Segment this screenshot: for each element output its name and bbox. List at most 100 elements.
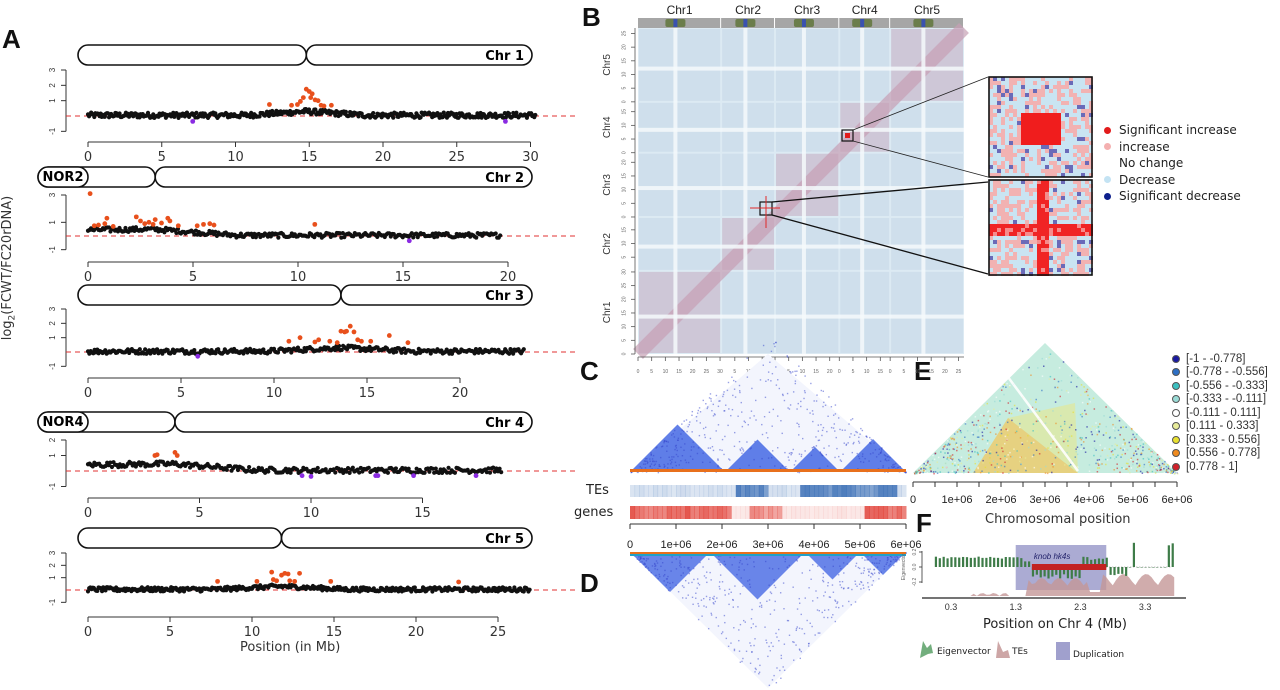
- data-point: [433, 231, 438, 236]
- inset-cell: [1077, 228, 1081, 232]
- correlation-pixel: [1019, 437, 1022, 439]
- inset-cell: [1073, 97, 1077, 101]
- inset-cell: [1069, 169, 1073, 173]
- correlation-pixel: [1133, 436, 1136, 438]
- inset-cell: [1017, 228, 1021, 232]
- heatmap-block: [722, 29, 775, 101]
- contact-pixel: [683, 430, 685, 433]
- inset-cell: [1077, 101, 1081, 105]
- inset-cell: [997, 224, 1001, 228]
- inset-cell: [1041, 137, 1045, 141]
- contact-pixel: [655, 574, 657, 577]
- te-density-bin: [758, 485, 764, 497]
- contact-pixel: [637, 471, 639, 474]
- legend-label: [-0.778 - -0.556]: [1186, 366, 1268, 379]
- data-point: [95, 588, 100, 593]
- contact-pixel: [643, 558, 645, 560]
- contact-pixel: [837, 417, 840, 419]
- correlation-pixel: [1101, 463, 1103, 465]
- inset-cell: [1053, 121, 1057, 125]
- correlation-pixel: [971, 443, 973, 446]
- contact-pixel: [722, 393, 725, 396]
- correlation-pixel: [1083, 386, 1085, 388]
- inset-cell: [1089, 192, 1093, 196]
- contact-pixel: [816, 609, 819, 611]
- inset-cell: [1089, 161, 1093, 165]
- contact-pixel: [719, 564, 722, 566]
- contact-pixel: [768, 584, 770, 586]
- contact-pixel: [771, 372, 774, 375]
- contact-pixel: [884, 459, 886, 461]
- data-point: [303, 349, 308, 354]
- eigenvector-bar: [977, 556, 980, 567]
- legend-item: Significant decrease: [1104, 188, 1241, 205]
- contact-pixel: [773, 343, 775, 345]
- correlation-pixel: [1007, 428, 1010, 430]
- contact-pixel: [769, 650, 771, 652]
- correlation-pixel: [1171, 470, 1173, 473]
- correlation-pixel: [1174, 472, 1176, 475]
- data-point: [149, 585, 154, 591]
- contact-pixel: [740, 401, 742, 404]
- inset-cell: [1025, 228, 1029, 232]
- correlation-pixel: [967, 450, 970, 452]
- correlation-pixel: [1103, 415, 1105, 417]
- chromosome-name: Chr 4: [485, 416, 524, 431]
- inset-cell: [1065, 272, 1069, 276]
- x-tick-label: 10: [915, 369, 921, 375]
- data-point: [137, 347, 142, 352]
- correlation-pixel: [955, 442, 958, 444]
- inset-cell: [1005, 93, 1009, 97]
- correlation-pixel: [1009, 455, 1012, 458]
- inset-cell: [1073, 188, 1077, 192]
- contact-pixel: [733, 445, 736, 448]
- inset-cell: [1009, 149, 1013, 153]
- correlation-pixel: [1024, 387, 1026, 390]
- heatmap-block: [639, 29, 721, 101]
- inset-cell: [1053, 165, 1057, 169]
- correlation-pixel: [1061, 429, 1063, 431]
- correlation-pixel: [1093, 454, 1095, 457]
- inset-cell: [1053, 117, 1057, 121]
- inset-cell: [1053, 149, 1057, 153]
- correlation-pixel: [1089, 427, 1092, 430]
- inset-cell: [1029, 232, 1033, 236]
- significant-increase-point: [456, 579, 462, 585]
- te-density-bin: [786, 485, 792, 497]
- correlation-pixel: [1019, 456, 1021, 459]
- contact-pixel: [719, 400, 721, 402]
- significant-increase-point: [308, 95, 314, 100]
- correlation-pixel: [916, 470, 919, 473]
- inset-cell: [1045, 256, 1049, 260]
- inset-cell: [1049, 125, 1053, 129]
- correlation-pixel: [1075, 385, 1078, 388]
- data-point: [141, 461, 146, 466]
- column-label: Chr2: [735, 3, 761, 17]
- correlation-pixel: [959, 460, 961, 462]
- correlation-pixel: [1079, 436, 1082, 439]
- correlation-pixel: [960, 431, 962, 434]
- y-tick-label: 15: [622, 310, 628, 316]
- contact-pixel: [767, 437, 769, 439]
- contact-pixel: [742, 585, 744, 587]
- gene-density-bin: [634, 506, 640, 519]
- contact-pixel: [771, 568, 774, 570]
- inset-cell: [1013, 268, 1017, 272]
- inset-cell: [1049, 137, 1053, 141]
- correlation-pixel: [952, 458, 954, 460]
- inset-cell: [1009, 216, 1013, 220]
- inset-cell: [997, 149, 1001, 153]
- inset-cell: [1029, 89, 1033, 93]
- contact-pixel: [796, 422, 798, 424]
- contact-pixel: [885, 563, 887, 566]
- inset-cell: [997, 89, 1001, 93]
- inset-cell: [1037, 93, 1041, 97]
- significant-increase-point: [146, 219, 152, 225]
- inset-cell: [1009, 97, 1013, 101]
- y-tick-label: 15: [622, 58, 628, 64]
- correlation-pixel: [920, 469, 923, 472]
- legend-item: [0.111 - 0.333]: [1172, 420, 1268, 434]
- data-point: [521, 589, 526, 594]
- inset-cell: [1037, 264, 1041, 268]
- inset-cell: [1029, 157, 1033, 161]
